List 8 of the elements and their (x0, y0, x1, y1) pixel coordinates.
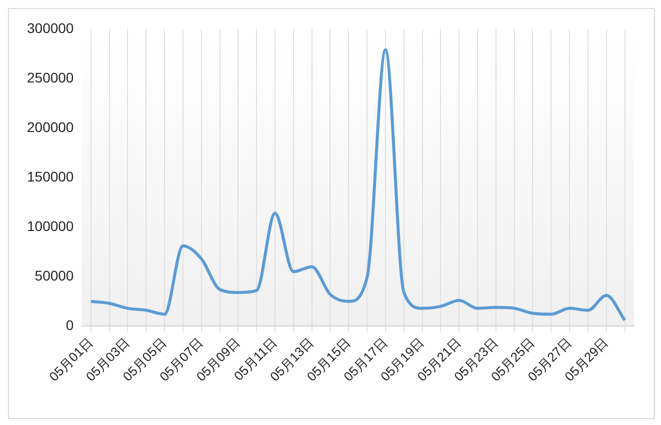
y-tick-label: 100000 (27, 218, 74, 234)
line-series (89, 48, 626, 322)
y-tick-label: 300000 (27, 20, 74, 36)
y-tick-label: 200000 (27, 118, 74, 135)
y-tick-label: 150000 (27, 168, 74, 184)
y-tick-label: 0 (66, 316, 74, 333)
y-tick-label: 250000 (27, 69, 74, 86)
y-tick-label: 50000 (34, 267, 74, 284)
